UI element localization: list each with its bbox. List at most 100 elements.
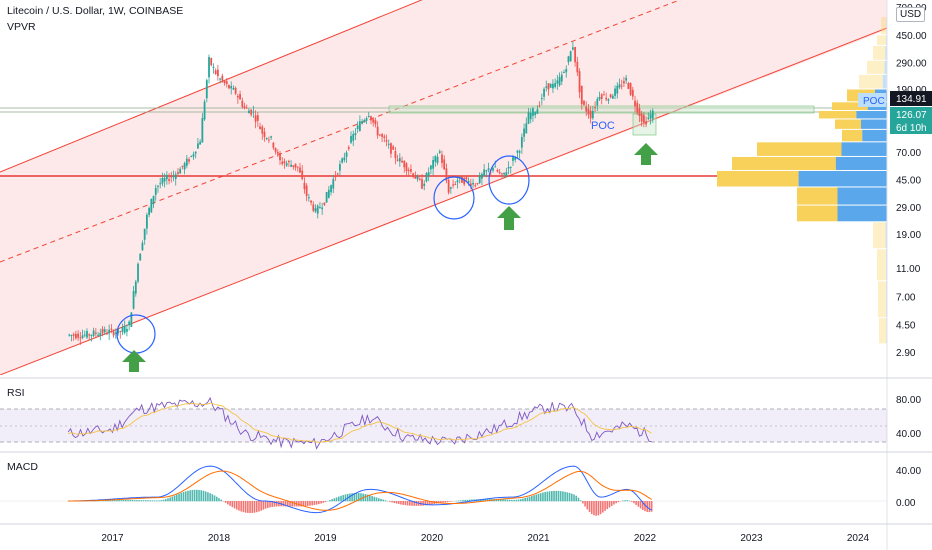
macd-label[interactable]: MACD	[7, 461, 38, 473]
candle-body	[145, 214, 148, 229]
candle-body	[403, 160, 406, 168]
candle-body	[243, 106, 246, 109]
macd-histogram-bar	[355, 492, 358, 502]
macd-histogram-bar	[531, 495, 533, 502]
price-tick-label: 4.50	[896, 320, 916, 331]
candle-body	[154, 187, 157, 195]
poc-zone[interactable]	[388, 105, 815, 114]
macd-histogram-bar	[324, 501, 327, 503]
vp-bar-down	[732, 156, 836, 170]
macd-histogram-bar	[242, 501, 245, 513]
macd-histogram-bar	[315, 501, 318, 505]
time-tick-label: 2017	[101, 533, 124, 544]
macd-histogram-bar	[466, 499, 469, 502]
candle-body	[631, 89, 634, 97]
candle-body	[106, 333, 108, 335]
macd-histogram-bar	[615, 501, 617, 504]
candle-body	[236, 95, 239, 98]
macd-histogram-bar	[131, 500, 134, 502]
chart-title[interactable]: Litecoin / U.S. Dollar, 1W, COINBASE	[7, 5, 184, 17]
macd-histogram-bar	[107, 500, 109, 502]
macd-histogram-bar	[313, 501, 316, 506]
vp-bar-down	[878, 281, 887, 318]
candle-body	[467, 180, 470, 183]
macd-histogram-bar	[340, 495, 342, 502]
vp-bar-down	[859, 74, 883, 89]
macd-histogram-bar	[393, 501, 396, 504]
macd-histogram-bar	[306, 501, 309, 506]
candle-body	[567, 56, 570, 63]
macd-histogram-bar	[400, 501, 402, 505]
candle-body	[132, 291, 135, 309]
macd-histogram-bar	[613, 501, 615, 505]
price-tick-label: 190.00	[896, 85, 927, 96]
candle-body	[529, 112, 532, 120]
vp-bar-up	[885, 45, 887, 60]
macd-histogram-bar	[262, 501, 265, 510]
candle-body	[625, 77, 628, 81]
vp-bar-up	[862, 129, 887, 142]
vp-bar-up	[882, 74, 887, 89]
candle-body	[305, 185, 308, 197]
vp-bar-down	[842, 129, 863, 142]
candle-body	[185, 158, 188, 166]
candle-body	[605, 97, 608, 100]
macd-histogram-bar	[182, 492, 185, 502]
indicator-label-vpvr[interactable]: VPVR	[7, 21, 36, 33]
macd-histogram-bar	[102, 500, 105, 502]
candle-body	[425, 173, 428, 182]
candle-body	[580, 85, 583, 105]
arrow-up-icon	[497, 206, 521, 230]
candle-body	[520, 137, 523, 148]
candle-body	[552, 83, 554, 89]
macd-histogram-bar	[644, 501, 646, 512]
macd-tick-high: 40.00	[896, 466, 921, 477]
macd-histogram-bar	[273, 501, 276, 507]
candle-body	[496, 170, 499, 172]
candle-body	[299, 167, 301, 173]
macd-histogram-bar	[391, 501, 393, 503]
candle-body	[263, 131, 266, 138]
signal-line	[68, 470, 652, 511]
rsi-label[interactable]: RSI	[7, 387, 25, 399]
macd-histogram-bar	[357, 493, 360, 502]
macd-histogram-bar	[247, 501, 249, 513]
candle-body	[472, 182, 474, 185]
candle-body	[268, 139, 270, 141]
rsi-ma-line	[67, 402, 652, 443]
vp-bar-up	[841, 142, 887, 156]
candle-body	[651, 110, 654, 119]
macd-histogram-bar	[590, 501, 593, 514]
candle-body	[378, 134, 381, 136]
macd-histogram-bar	[402, 501, 404, 505]
macd-histogram-bar	[331, 499, 333, 502]
candle-body	[507, 166, 510, 169]
macd-histogram-bar	[639, 501, 642, 509]
macd-histogram-bar	[648, 501, 651, 513]
macd-histogram-bar	[158, 500, 160, 502]
candle-body	[414, 174, 417, 179]
macd-histogram-bar	[415, 501, 418, 506]
candle-body	[642, 115, 645, 123]
candle-body	[503, 172, 506, 175]
candle-body	[287, 161, 290, 163]
candle-body	[339, 164, 341, 171]
macd-histogram-bar	[406, 501, 409, 506]
candle-body	[117, 328, 119, 334]
macd-histogram-bar	[624, 500, 626, 502]
candle-body	[161, 177, 164, 184]
macd-histogram-bar	[209, 493, 211, 502]
currency-selector[interactable]: USD	[896, 7, 926, 22]
candle-body	[201, 118, 204, 143]
candle-body	[92, 330, 95, 336]
candle-body	[86, 331, 88, 338]
candle-body	[536, 109, 539, 114]
candle-body	[270, 136, 273, 138]
candle-body	[370, 116, 372, 121]
candle-body	[172, 175, 175, 177]
macd-histogram-bar	[446, 501, 449, 503]
circle-2020	[433, 176, 475, 220]
candle-body	[294, 163, 297, 168]
macd-histogram-bar	[389, 501, 391, 502]
